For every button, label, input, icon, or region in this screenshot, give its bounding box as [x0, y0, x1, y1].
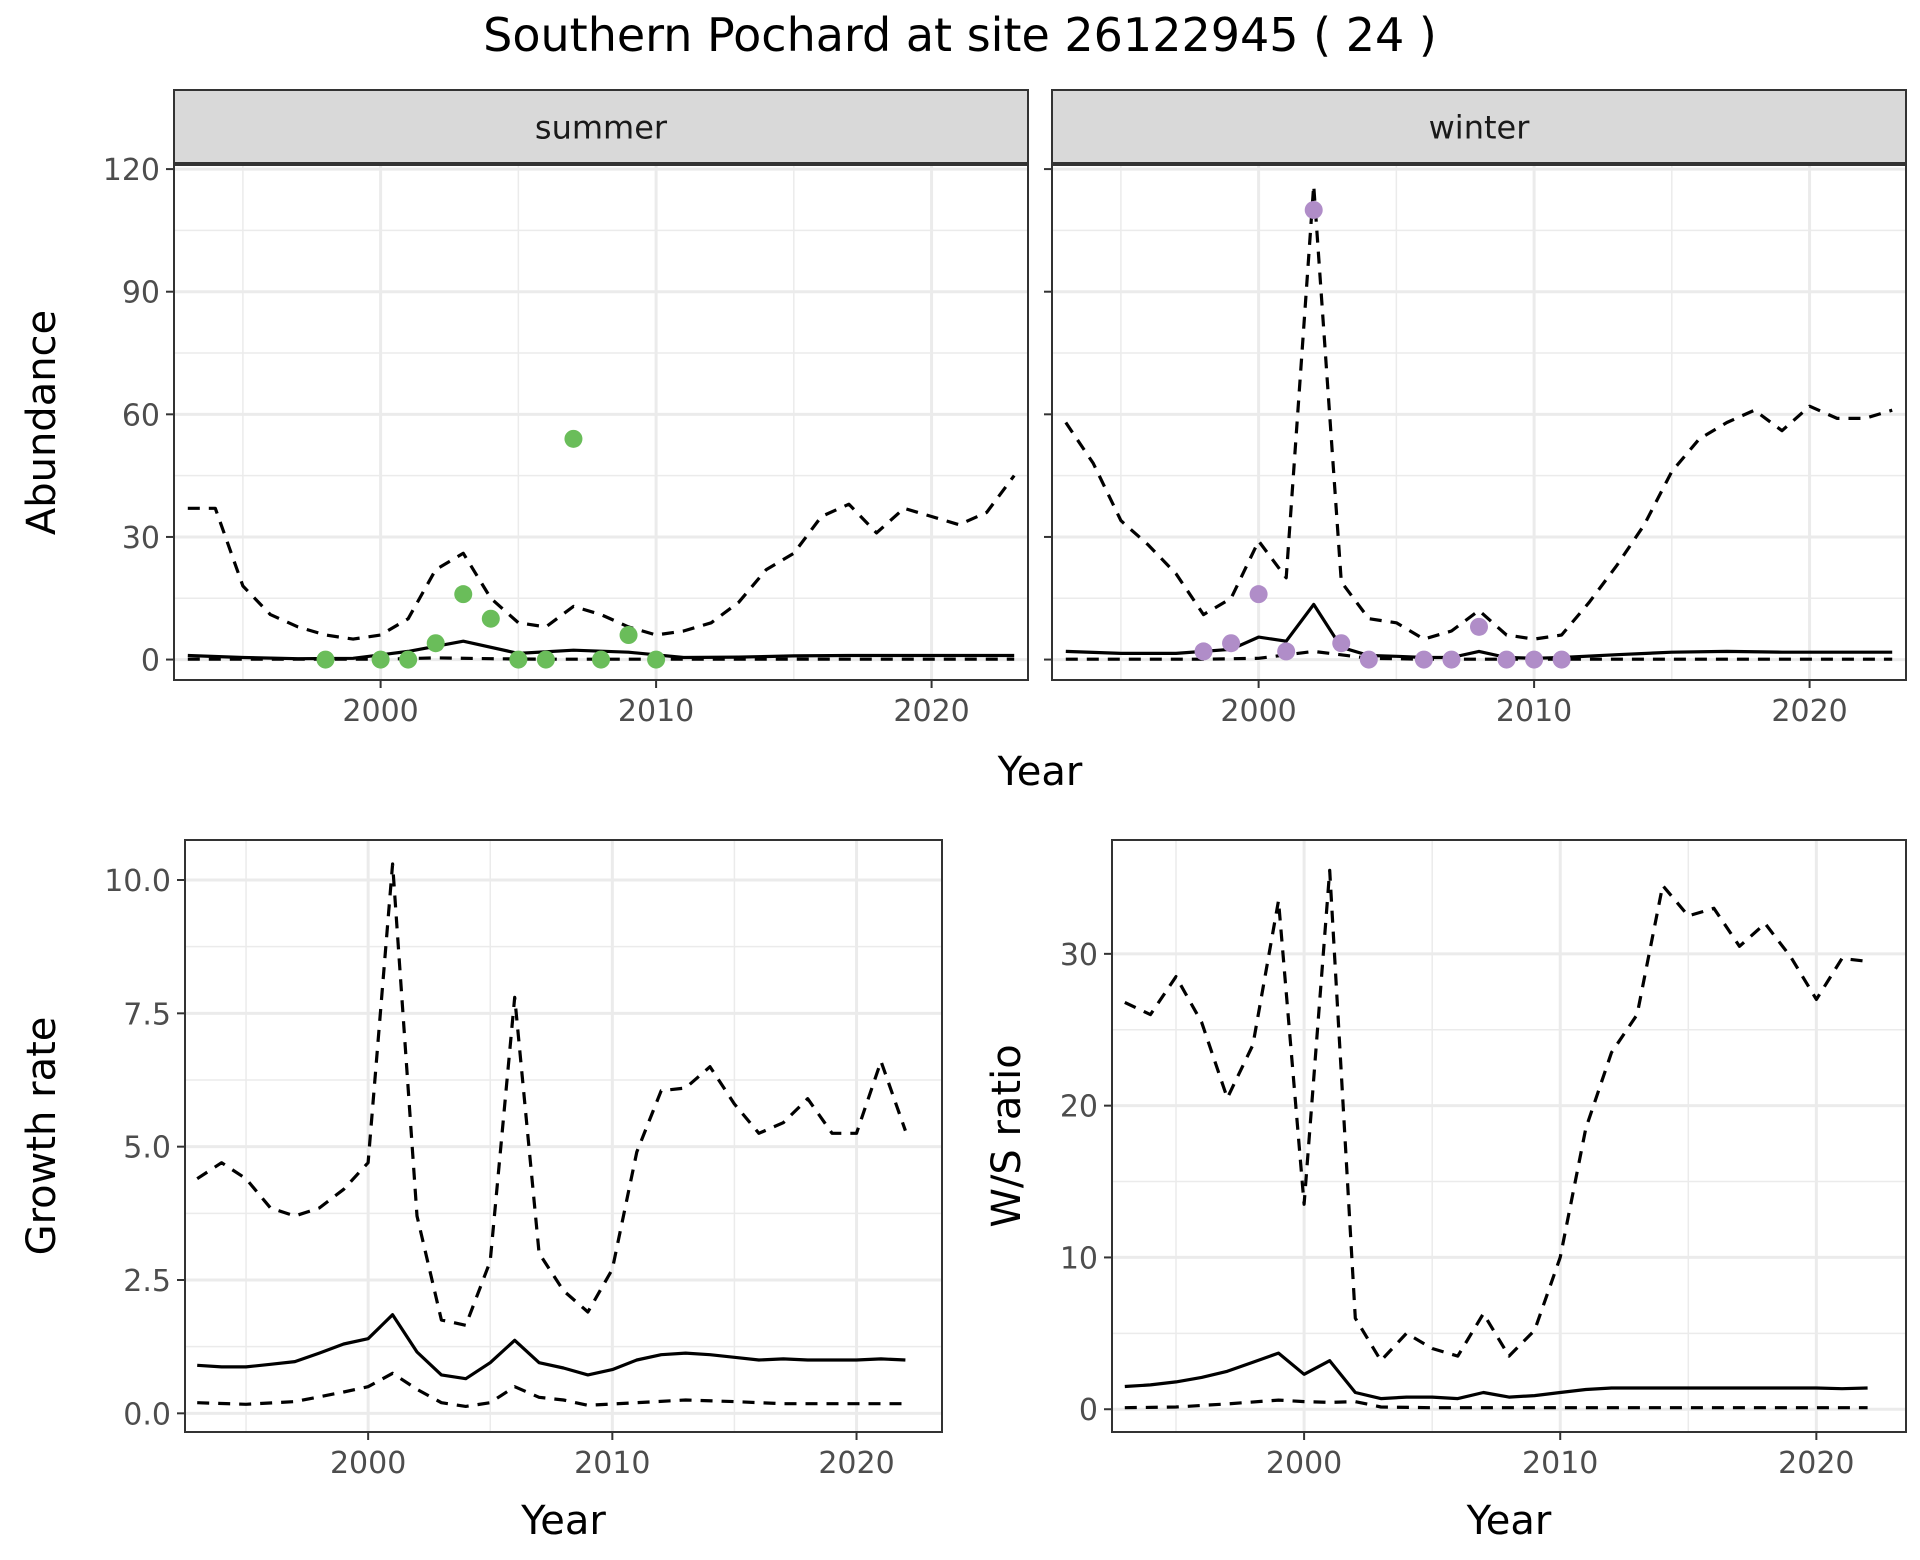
data-point — [536, 650, 555, 669]
facet-strip — [1051, 89, 1907, 164]
series-line-solid-0 — [197, 1313, 906, 1381]
data-point — [509, 650, 528, 669]
x-tick-label: 2010 — [1522, 1446, 1598, 1481]
data-point — [1497, 650, 1516, 669]
facet-strip — [173, 89, 1029, 164]
data-point — [647, 650, 666, 669]
data-point — [481, 609, 500, 628]
x-tick-label: 2010 — [618, 694, 694, 729]
x-tick-label: 2000 — [1266, 1446, 1342, 1481]
series-line-dashed-1 — [187, 474, 1016, 641]
plot-background — [185, 840, 942, 1432]
y-tick-label: 30 — [122, 521, 160, 556]
x-axis-title: Year — [997, 749, 1083, 795]
data-point — [1332, 634, 1351, 653]
x-tick-label: 2010 — [574, 1446, 650, 1481]
x-tick-label: 2000 — [1220, 694, 1296, 729]
y-axis-title: Abundance — [19, 310, 65, 535]
panel-border — [1111, 839, 1907, 1433]
y-tick-label: 90 — [122, 276, 160, 311]
data-point — [1222, 634, 1241, 653]
data-point — [619, 626, 638, 645]
panel-winter: winter 2000 2010 2020 — [1044, 89, 1907, 729]
data-point — [1277, 642, 1296, 661]
data-point — [316, 650, 335, 669]
x-axis-title: Year — [520, 1498, 606, 1544]
figure-title: Southern Pochard at site 26122945 ( 24 ) — [483, 8, 1437, 62]
y-tick-label: 5.0 — [123, 1131, 171, 1166]
series-line-dashed-2 — [187, 656, 1015, 661]
panel-summer: summer 2000 2010 2020 0 30 60 90 120 Abundance Yea… — [19, 89, 1083, 795]
y-tick-label: 120 — [103, 153, 160, 188]
panel-border — [184, 839, 943, 1433]
y-tick-label: 20 — [1060, 1090, 1098, 1125]
series-line-dashed-1 — [1124, 868, 1868, 1363]
data-point — [1525, 650, 1544, 669]
y-tick-label: 10 — [1060, 1241, 1098, 1276]
y-tick-label: 2.5 — [123, 1264, 171, 1299]
x-tick-label: 2020 — [1771, 694, 1847, 729]
x-tick-label: 2020 — [1778, 1446, 1854, 1481]
data-point — [1194, 642, 1213, 661]
data-point — [1414, 650, 1433, 669]
x-tick-label: 2010 — [1496, 694, 1572, 729]
panel-growth: 2000 2010 2020 0.0 2.5 5.0 7.5 10.0 Growth rate Y… — [19, 839, 943, 1544]
y-tick-label: 0 — [141, 644, 160, 679]
y-tick-label: 7.5 — [123, 997, 171, 1032]
data-point — [1442, 650, 1461, 669]
data-point — [1249, 585, 1268, 604]
data-point — [454, 585, 473, 604]
facet-strip-label: winter — [1429, 109, 1531, 147]
series-line-solid-0 — [1124, 1351, 1868, 1401]
panel-ws_ratio: 2000 2010 2020 0 10 20 30 W/S ratio Year — [984, 839, 1907, 1544]
y-tick-label: 60 — [122, 398, 160, 433]
series-line-solid-0 — [1065, 602, 1893, 660]
x-tick-label: 2000 — [330, 1446, 406, 1481]
series-line-dashed-2 — [1124, 1398, 1868, 1410]
plot-background — [1112, 840, 1906, 1432]
x-tick-label: 2020 — [893, 694, 969, 729]
data-point — [592, 650, 610, 669]
data-point — [1552, 650, 1571, 669]
x-tick-label: 2020 — [818, 1446, 894, 1481]
data-point — [371, 650, 390, 669]
data-point — [1470, 617, 1488, 636]
plot-background — [174, 165, 1028, 680]
x-axis-title: Year — [1466, 1498, 1552, 1544]
data-point — [1359, 650, 1378, 669]
y-tick-label: 0 — [1079, 1393, 1098, 1428]
data-point — [1304, 200, 1323, 219]
data-point — [399, 650, 418, 669]
series-line-dashed-2 — [197, 1371, 906, 1408]
x-tick-label: 2000 — [342, 694, 418, 729]
data-point — [564, 429, 583, 448]
facet-strip-label: summer — [535, 109, 668, 147]
y-tick-label: 30 — [1060, 938, 1098, 973]
data-point — [426, 634, 445, 653]
series-line-dashed-1 — [1064, 183, 1893, 641]
plot-background — [1052, 165, 1906, 680]
y-axis-title: Growth rate — [19, 1017, 65, 1256]
y-tick-label: 10.0 — [104, 864, 171, 899]
y-axis-title: W/S ratio — [984, 1044, 1030, 1227]
y-tick-label: 0.0 — [123, 1397, 171, 1432]
